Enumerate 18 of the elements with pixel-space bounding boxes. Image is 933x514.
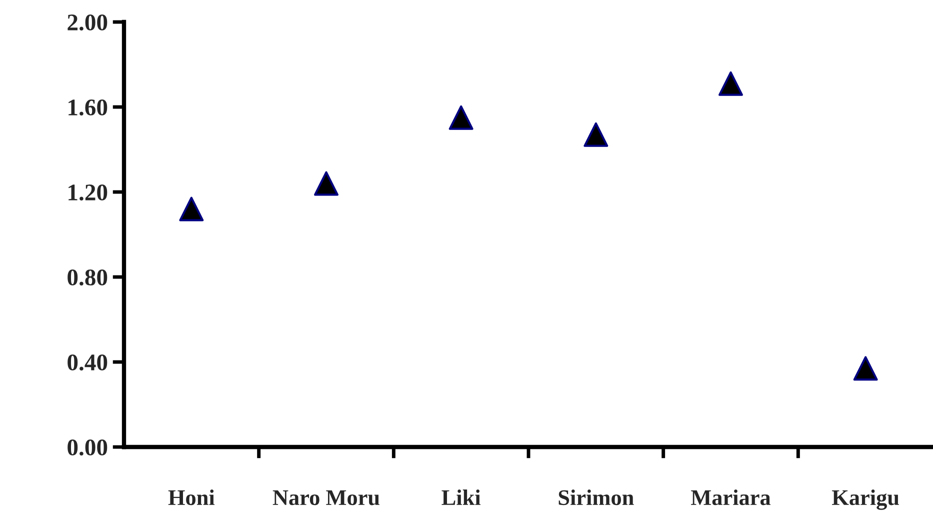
x-tick-label: Liki bbox=[442, 490, 481, 505]
x-tick-label: Sirimon bbox=[558, 490, 634, 506]
y-tick-label: 0.00 bbox=[68, 439, 108, 456]
y-tick-label: 1.60 bbox=[68, 99, 108, 116]
x-tick-label: Honi bbox=[168, 490, 215, 506]
point bbox=[718, 71, 743, 96]
y-tick-label: 1.20 bbox=[68, 184, 108, 201]
point bbox=[314, 171, 338, 196]
x-tick-label: Mariara bbox=[691, 490, 771, 506]
point bbox=[179, 196, 204, 222]
y-tick-label: 2.00 bbox=[68, 14, 108, 31]
point bbox=[853, 356, 878, 381]
y-tick-label: 0.80 bbox=[68, 269, 108, 286]
point bbox=[584, 122, 608, 147]
point bbox=[448, 105, 474, 130]
x-tick-label: Naro Moru bbox=[272, 490, 380, 506]
y-tick-label: 0.40 bbox=[68, 354, 108, 371]
x-tick-label: Karigu bbox=[832, 490, 899, 510]
